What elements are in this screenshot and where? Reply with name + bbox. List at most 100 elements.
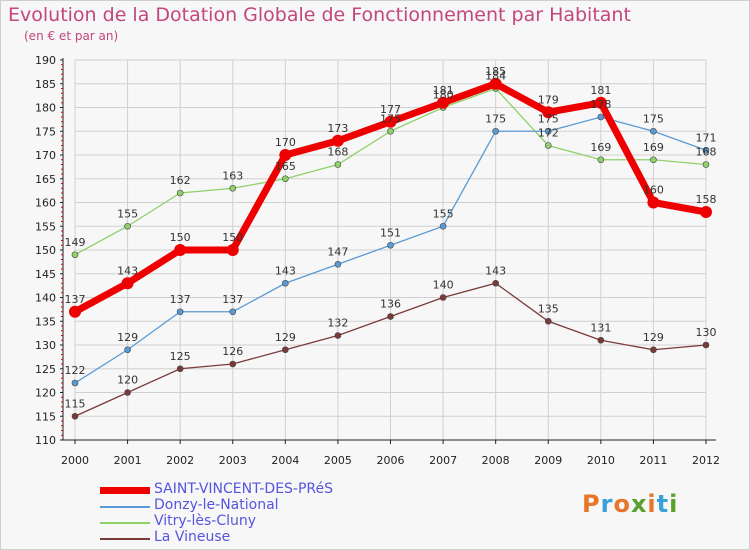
y-tick-label: 160 xyxy=(35,197,56,210)
logo-letter: t xyxy=(656,490,670,518)
x-tick-label: 2011 xyxy=(639,454,667,467)
logo-letter: P xyxy=(582,490,601,518)
data-label: 120 xyxy=(117,374,138,387)
series-point-1 xyxy=(387,241,394,249)
y-tick-label: 175 xyxy=(35,125,56,138)
data-label: 136 xyxy=(380,298,401,311)
data-label: 169 xyxy=(643,141,664,154)
series-point-2 xyxy=(124,222,131,230)
data-label: 175 xyxy=(380,112,401,125)
y-tick-label: 120 xyxy=(35,387,56,400)
series-point-3 xyxy=(282,346,289,354)
x-tick-label: 2010 xyxy=(587,454,615,467)
data-label: 165 xyxy=(275,160,296,173)
series-point-2 xyxy=(334,161,342,168)
legend-label: SAINT-VINCENT-DES-PRéS xyxy=(154,481,334,497)
y-tick-label: 140 xyxy=(35,292,56,305)
series-point-1 xyxy=(176,308,184,316)
data-label: 169 xyxy=(590,141,611,154)
legend-swatch xyxy=(100,506,150,508)
data-label: 175 xyxy=(643,112,664,125)
data-label: 137 xyxy=(222,293,243,306)
data-label: 181 xyxy=(433,84,454,97)
series-point-0 xyxy=(121,277,134,290)
data-label: 155 xyxy=(117,207,138,220)
logo-letter: o xyxy=(613,490,631,518)
data-label: 129 xyxy=(275,331,296,344)
series-point-0 xyxy=(542,106,555,119)
logo-letter: i xyxy=(647,490,657,518)
legend-swatch xyxy=(100,538,150,540)
data-label: 140 xyxy=(433,279,454,292)
data-label: 149 xyxy=(65,236,86,249)
series-point-2 xyxy=(229,184,237,192)
series-point-1 xyxy=(439,222,447,230)
y-tick-label: 110 xyxy=(35,434,56,447)
x-tick-label: 2004 xyxy=(271,454,299,467)
data-label: 170 xyxy=(275,136,296,149)
series-point-3 xyxy=(544,317,552,325)
data-label: 150 xyxy=(222,231,243,244)
x-tick-label: 2000 xyxy=(61,454,89,467)
series-point-2 xyxy=(71,251,79,259)
series-point-0 xyxy=(331,134,344,147)
data-label: 163 xyxy=(222,169,243,182)
series-point-1 xyxy=(282,279,289,287)
legend-swatch xyxy=(100,487,150,494)
y-tick-label: 185 xyxy=(35,78,56,91)
data-label: 185 xyxy=(485,65,506,78)
data-label: 151 xyxy=(380,226,401,239)
series-point-0 xyxy=(700,206,712,218)
data-label: 173 xyxy=(327,122,348,135)
logo-letter: r xyxy=(600,490,614,518)
y-tick-label: 125 xyxy=(35,363,56,376)
series-point-3 xyxy=(176,365,184,373)
chart-title: Evolution de la Dotation Globale de Fonc… xyxy=(8,4,631,26)
chart-subtitle: (en € et par an) xyxy=(24,29,119,43)
data-label: 162 xyxy=(170,174,191,187)
series-point-2 xyxy=(282,175,289,183)
data-label: 115 xyxy=(65,397,86,410)
data-label: 150 xyxy=(170,231,191,244)
series-point-1 xyxy=(229,308,237,316)
series-point-3 xyxy=(597,336,605,344)
x-tick-label: 2001 xyxy=(114,454,142,467)
data-label: 143 xyxy=(275,264,296,277)
legend-swatch xyxy=(100,522,150,524)
data-label: 160 xyxy=(643,184,664,197)
data-label: 147 xyxy=(327,245,348,258)
series-point-3 xyxy=(702,341,710,349)
series-point-1 xyxy=(702,146,710,154)
series-point-1 xyxy=(71,379,79,387)
data-label: 178 xyxy=(590,98,611,111)
data-label: 126 xyxy=(222,345,243,358)
data-label: 180 xyxy=(433,89,454,102)
legend-label: Vitry-lès-Cluny xyxy=(154,513,257,529)
data-label: 125 xyxy=(170,350,191,363)
data-label: 137 xyxy=(65,293,86,306)
y-tick-label: 155 xyxy=(35,220,56,233)
data-label: 168 xyxy=(327,146,348,159)
y-tick-label: 145 xyxy=(35,268,56,281)
series-point-2 xyxy=(597,156,605,164)
y-tick-label: 150 xyxy=(35,244,56,257)
data-label: 137 xyxy=(170,293,191,306)
data-label: 129 xyxy=(643,331,664,344)
x-tick-label: 2012 xyxy=(692,454,720,467)
series-point-2 xyxy=(702,161,710,168)
y-tick-label: 170 xyxy=(35,149,56,162)
series-point-0 xyxy=(174,244,187,256)
y-tick-label: 165 xyxy=(35,173,56,186)
data-label: 179 xyxy=(538,93,559,106)
proxiti-logo: Proxiti xyxy=(582,490,678,518)
series-point-1 xyxy=(544,127,552,135)
series-point-0 xyxy=(647,196,660,209)
series-point-0 xyxy=(69,305,81,318)
series-point-2 xyxy=(544,142,552,149)
series-point-0 xyxy=(489,77,502,90)
x-tick-label: 2005 xyxy=(324,454,352,467)
x-tick-label: 2009 xyxy=(534,454,562,467)
data-label: 175 xyxy=(485,112,506,125)
series-point-1 xyxy=(597,113,605,121)
